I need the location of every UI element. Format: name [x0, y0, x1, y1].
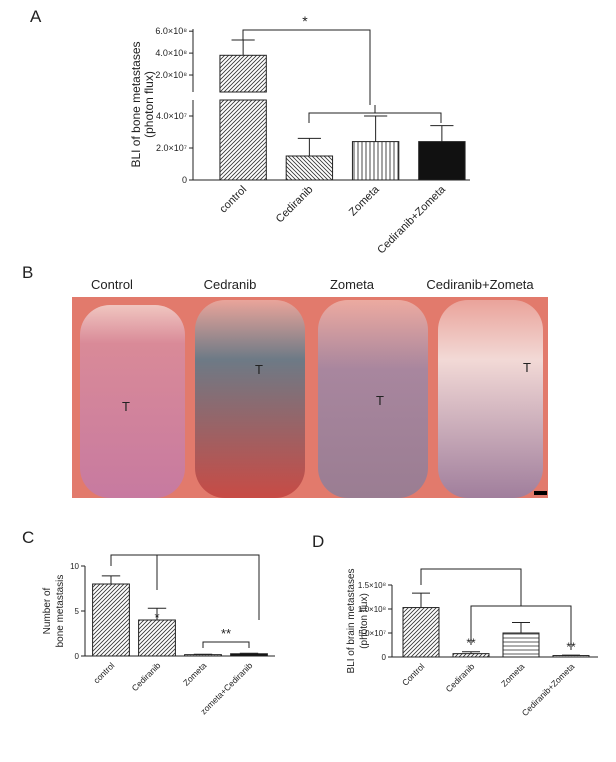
scale-bar [534, 491, 547, 495]
y-axis-label: Number of [42, 587, 53, 634]
y-axis-label: BLI of brain metastases [346, 568, 357, 673]
y-tick-label: 5 [75, 607, 80, 616]
y-tick-label: 2.0×10⁸ [155, 70, 187, 80]
y-tick-label: 2.0×10⁷ [156, 143, 187, 153]
significance-marker: ** [221, 626, 231, 641]
x-tick-label: Zometa [347, 183, 382, 218]
error-bar [430, 126, 453, 142]
image-title: Cediranib+Zometa [426, 277, 534, 292]
bar [453, 654, 489, 657]
significance-marker: * [154, 610, 159, 625]
bar [352, 142, 398, 180]
significance-bracket [111, 555, 259, 620]
error-bar [102, 576, 120, 584]
y-tick-label: 6.0×10⁸ [155, 26, 187, 36]
significance-bracket [421, 569, 521, 600]
error-bar [512, 622, 530, 633]
region-marker: T [523, 360, 531, 375]
significance-bracket [309, 113, 441, 123]
region-marker: T [376, 393, 384, 408]
y-tick-label: 0 [182, 175, 187, 185]
x-tick-label: Cediranib [130, 660, 163, 693]
bone-section [80, 305, 185, 498]
y-axis-label: bone metastasis [55, 575, 66, 648]
error-bar [412, 593, 430, 607]
y-tick-label: 4.0×10⁷ [156, 111, 187, 121]
bone-section [195, 300, 305, 498]
y-axis-label: BLI of bone metastases [129, 41, 143, 167]
x-tick-label: Zometa [181, 660, 209, 688]
x-tick-label: Zometa [499, 661, 527, 689]
image-title: Cedranib [204, 277, 257, 292]
bar [286, 156, 332, 180]
significance-marker: ** [466, 636, 476, 650]
y-tick-label: 1.5×10⁸ [358, 581, 386, 590]
y-tick-label: 4.0×10⁸ [155, 48, 187, 58]
significance-marker: * [302, 13, 308, 29]
error-bar [364, 116, 387, 142]
bar-upper [220, 55, 266, 92]
image-title: Zometa [330, 277, 375, 292]
region-marker: T [122, 399, 130, 414]
bar [139, 620, 176, 656]
error-bar [298, 138, 321, 156]
y-tick-label: 0 [75, 652, 80, 661]
bar [403, 608, 439, 657]
bar [93, 584, 130, 656]
x-tick-label: Cediranib [274, 184, 316, 226]
y-axis-label: (photon flux) [359, 593, 370, 649]
bar [503, 633, 539, 657]
error-bar [232, 40, 255, 55]
x-tick-label: control [91, 660, 116, 685]
bone-section [438, 300, 543, 498]
bar [553, 656, 589, 657]
y-axis-label: (photon flux) [142, 71, 156, 138]
panel-label: C [22, 528, 34, 547]
histology-panel [72, 297, 548, 498]
y-tick-label: 10 [70, 562, 79, 571]
panel-label: A [30, 7, 42, 26]
x-tick-label: Cediranib+Zometa [375, 183, 448, 256]
panel-label: D [312, 532, 324, 551]
y-tick-label: 0 [382, 653, 387, 662]
bar [220, 100, 266, 180]
bone-section [318, 300, 428, 498]
panel-label: B [22, 263, 33, 282]
significance-marker: ** [566, 640, 576, 654]
region-marker: T [255, 362, 263, 377]
bar [419, 142, 465, 180]
x-tick-label: control [217, 184, 249, 216]
bar [185, 655, 222, 656]
significance-bracket [203, 642, 249, 648]
bar [231, 654, 268, 656]
x-tick-label: Control [400, 661, 427, 688]
image-title: Control [91, 277, 133, 292]
x-tick-label: Cediranib+Zometa [520, 661, 577, 718]
x-tick-label: Cediranib [444, 661, 477, 694]
